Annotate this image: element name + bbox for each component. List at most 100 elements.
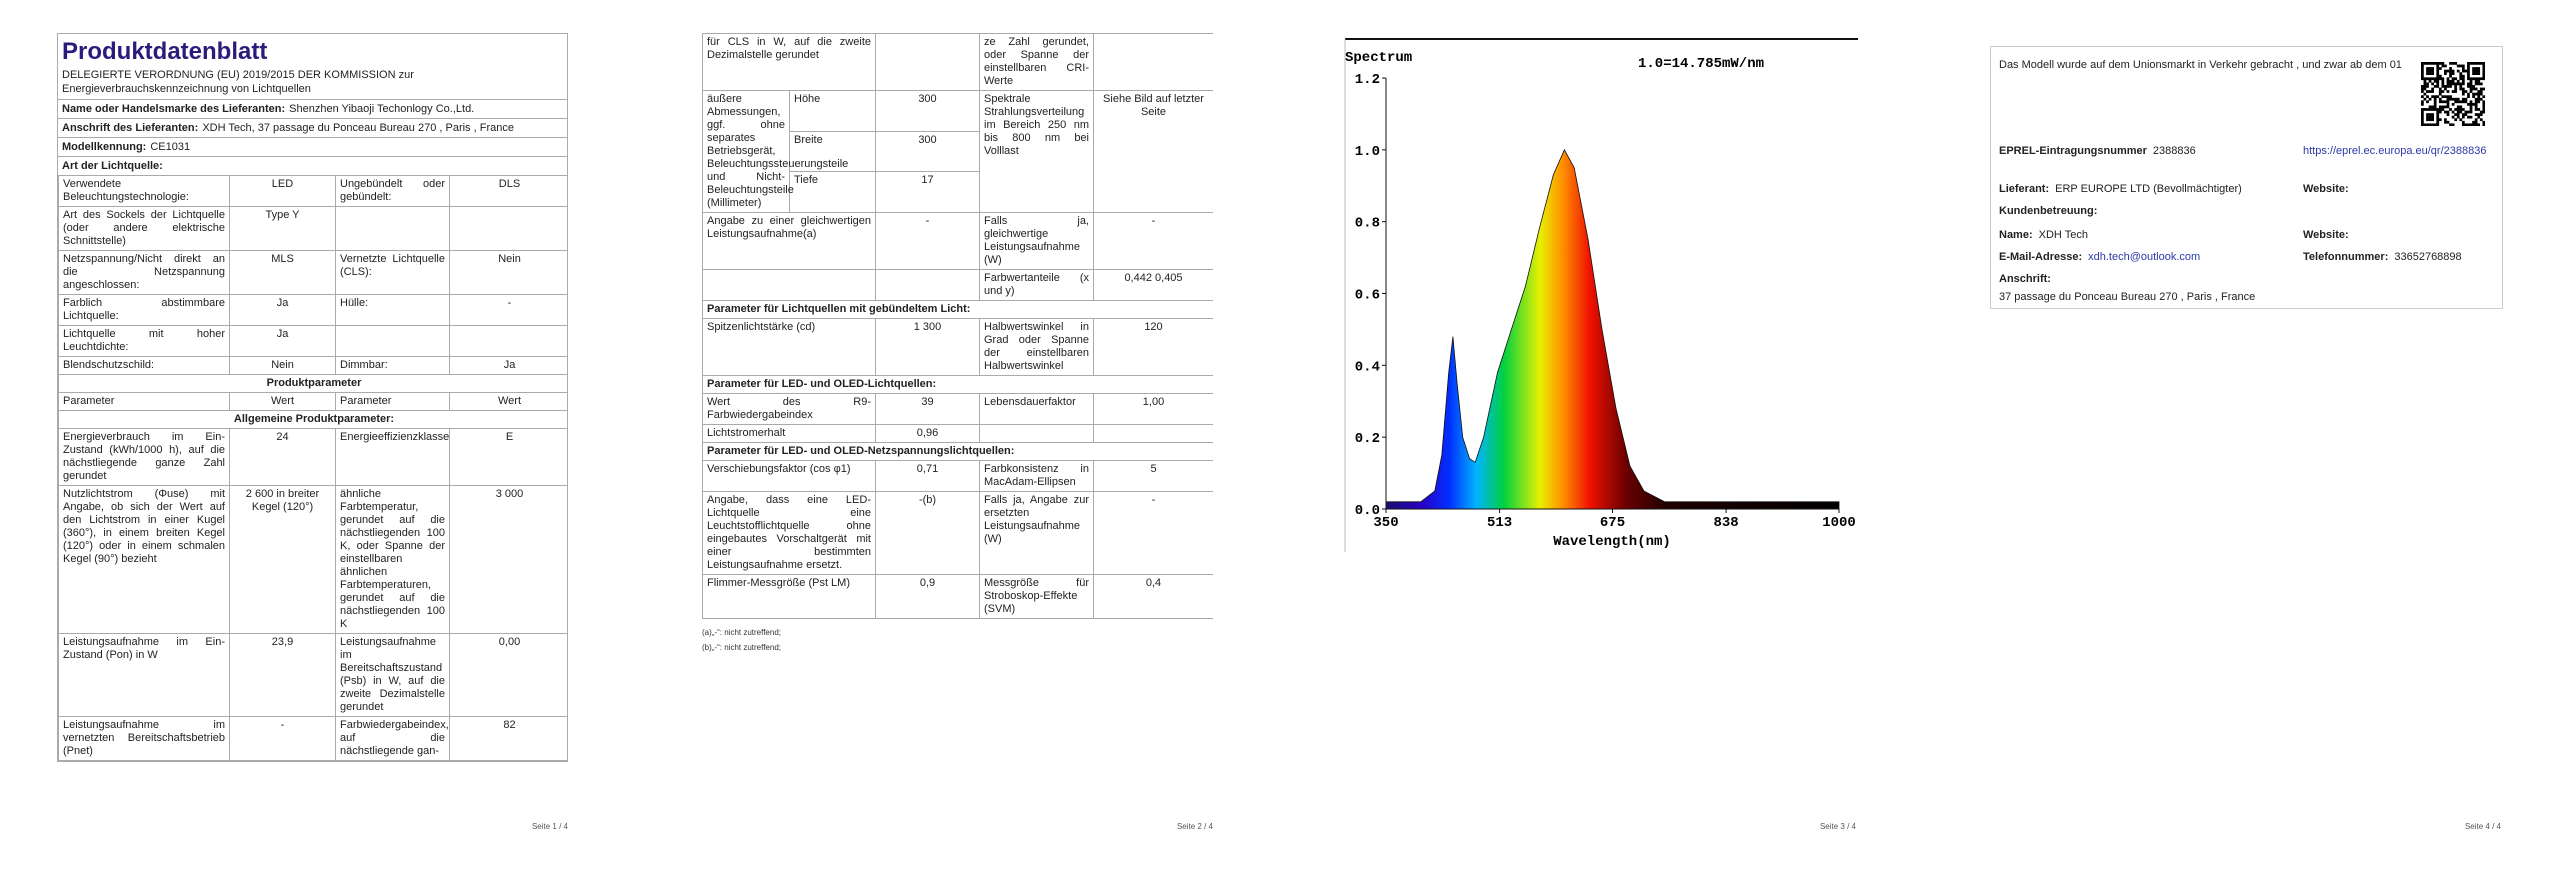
qr-module bbox=[2467, 102, 2470, 106]
qr-module bbox=[2438, 97, 2442, 101]
info-row: https://eprel.ec.europa.eu/qr/2388836 bbox=[2303, 145, 2493, 157]
qr-module bbox=[2431, 123, 2434, 126]
qr-module bbox=[2456, 113, 2460, 116]
qr-module bbox=[2436, 79, 2440, 83]
empty-cell bbox=[449, 206, 567, 251]
qr-module bbox=[2428, 118, 2432, 122]
table-row: äußere Abmessungen, ggf. ohne separates … bbox=[702, 90, 1213, 213]
qr-module bbox=[2461, 92, 2465, 96]
chart-title: Spectrum bbox=[1345, 50, 1412, 66]
qr-module bbox=[2477, 113, 2481, 116]
table-cell: - bbox=[1093, 212, 1213, 270]
qr-module bbox=[2446, 113, 2450, 116]
empty-cell bbox=[875, 33, 980, 91]
table-cell: - bbox=[449, 294, 567, 326]
qr-module bbox=[2436, 85, 2440, 88]
qr-module bbox=[2474, 118, 2478, 122]
qr-module bbox=[2451, 115, 2455, 119]
qr-module bbox=[2454, 108, 2458, 111]
qr-module bbox=[2436, 115, 2440, 119]
eprel-link[interactable]: https://eprel.ec.europa.eu/qr/2388836 bbox=[2303, 145, 2487, 157]
table-cell: Ja bbox=[229, 294, 336, 326]
qr-module bbox=[2469, 110, 2473, 114]
qr-module bbox=[2482, 100, 2485, 104]
table-cell: Höhe bbox=[789, 90, 876, 132]
qr-module bbox=[2461, 64, 2465, 68]
qr-module bbox=[2469, 123, 2473, 126]
qr-module bbox=[2456, 82, 2460, 86]
qr-module bbox=[2431, 115, 2434, 119]
qr-module bbox=[2464, 69, 2468, 73]
qr-module bbox=[2472, 85, 2475, 88]
annotation: 1.0=14.785mW/nm bbox=[1638, 56, 1764, 72]
table-cell: Wert des R9-Farbwiedergabeindex bbox=[702, 393, 876, 425]
qr-module bbox=[2472, 102, 2475, 106]
table-cell: 23,9 bbox=[229, 633, 336, 717]
qr-module bbox=[2461, 120, 2465, 124]
qr-module bbox=[2436, 108, 2440, 111]
qr-module bbox=[2441, 82, 2445, 86]
qr-module bbox=[2436, 123, 2440, 126]
qr-module bbox=[2421, 113, 2424, 116]
qr-module bbox=[2449, 69, 2452, 73]
table-cell: Nutzlichtstrom (Φuse) mit Angabe, ob sic… bbox=[58, 485, 230, 634]
table-cell: 5 bbox=[1093, 460, 1213, 492]
qr-module bbox=[2423, 123, 2427, 126]
qr-module bbox=[2423, 87, 2427, 91]
value: XDH Tech bbox=[2038, 229, 2088, 241]
qr-module bbox=[2467, 69, 2470, 73]
qr-module bbox=[2474, 113, 2478, 116]
qr-module bbox=[2428, 105, 2432, 109]
qr-module bbox=[2446, 69, 2450, 73]
table-cell: Nein bbox=[229, 356, 336, 375]
table-cell: LED bbox=[229, 175, 336, 207]
qr-module bbox=[2421, 87, 2424, 91]
qr-module bbox=[2428, 72, 2432, 75]
qr-module bbox=[2433, 102, 2437, 106]
table-row: Verschiebungsfaktor (cos φ1) 0,71 Farbkons… bbox=[702, 460, 1213, 492]
label: Telefonnummer: bbox=[2303, 251, 2389, 263]
qr-module bbox=[2467, 62, 2470, 65]
qr-module bbox=[2454, 77, 2458, 81]
qr-module bbox=[2431, 95, 2434, 99]
qr-module bbox=[2423, 79, 2427, 83]
qr-module bbox=[2444, 120, 2447, 124]
qr-module bbox=[2433, 79, 2437, 83]
qr-module bbox=[2426, 85, 2429, 88]
footnote: (b)„-“: nicht zutreffend; bbox=[702, 643, 781, 652]
qr-module bbox=[2456, 115, 2460, 119]
qr-module bbox=[2446, 110, 2450, 114]
qr-module bbox=[2426, 95, 2429, 99]
table-cell: - bbox=[229, 716, 336, 761]
qr-module bbox=[2467, 115, 2470, 119]
qr-module bbox=[2438, 62, 2442, 65]
qr-module bbox=[2469, 115, 2473, 119]
table-cell: Parameter bbox=[335, 392, 450, 411]
qr-module bbox=[2482, 87, 2485, 91]
email-link[interactable]: xdh.tech@outlook.com bbox=[2088, 251, 2201, 263]
qr-module bbox=[2446, 90, 2450, 93]
qr-module bbox=[2482, 108, 2485, 111]
qr-module bbox=[2469, 108, 2473, 111]
qr-module bbox=[2421, 74, 2424, 78]
qr-module bbox=[2456, 100, 2460, 104]
table-row: Parameter für LED- und OLED-Netzspannung… bbox=[702, 442, 1213, 461]
qr-module bbox=[2449, 79, 2452, 83]
qr-module bbox=[2459, 108, 2463, 111]
qr-module bbox=[2433, 62, 2437, 65]
qr-module bbox=[2474, 69, 2478, 73]
qr-module bbox=[2477, 90, 2481, 93]
spectrum-chart: Spectrum 1.0=14.785mW/nm Wavelength(nm) … bbox=[1344, 38, 1858, 552]
qr-module bbox=[2441, 64, 2445, 68]
qr-module bbox=[2477, 95, 2481, 99]
x-tick-label: 1000 bbox=[1822, 515, 1856, 531]
qr-module bbox=[2459, 64, 2463, 68]
qr-module bbox=[2482, 62, 2485, 65]
qr-module bbox=[2426, 90, 2429, 93]
table-cell: 39 bbox=[875, 393, 980, 425]
empty-cell bbox=[875, 269, 980, 301]
table-row: Flimmer-Messgröße (Pst LM) 0,9 Messgröße f… bbox=[702, 574, 1213, 619]
qr-module bbox=[2454, 62, 2458, 65]
table-cell: Art des Sockels der Lichtquelle (oder an… bbox=[58, 206, 230, 251]
table-cell: 0,71 bbox=[875, 460, 980, 492]
